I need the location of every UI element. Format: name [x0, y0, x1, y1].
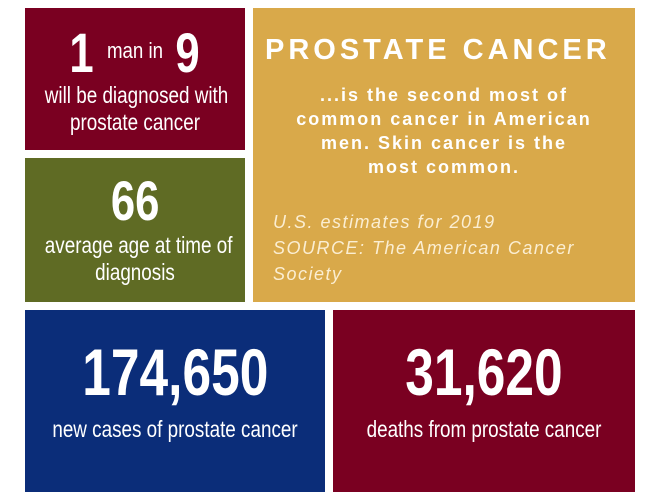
cases-tile: 174,650 new cases of prostate cancer	[25, 310, 325, 492]
note: U.S. estimates for 2019	[273, 212, 496, 232]
caption: deaths from prostate cancer	[366, 416, 602, 442]
intro-tile: PROSTATE CANCER ...is the second most of…	[253, 8, 635, 302]
cases-number: 174,650	[81, 335, 269, 409]
intro-line: men. Skin cancer is the	[320, 133, 568, 153]
note: SOURCE: The American Cancer Society	[273, 238, 575, 284]
caption: average age at time of	[44, 232, 233, 258]
ratio-number: 1	[69, 21, 95, 84]
intro-line: common cancer in American	[296, 109, 592, 129]
ratio-tile: 1 man in 9 will be diagnosed with prosta…	[25, 8, 245, 150]
caption: prostate cancer	[70, 109, 200, 135]
ratio-middle: man in	[106, 38, 164, 63]
deaths-tile: 31,620 deaths from prostate cancer	[333, 310, 635, 492]
intro-line: most common.	[367, 157, 520, 177]
age-tile: 66 average age at time of diagnosis	[25, 158, 245, 302]
age-number: 66	[110, 169, 160, 232]
intro-line: ...is the second most of	[319, 85, 569, 105]
caption: diagnosis	[95, 259, 175, 285]
intro-body: ...is the second most of common cancer in…	[253, 83, 635, 179]
ratio-number: 9	[175, 21, 201, 84]
deaths-number: 31,620	[405, 335, 563, 409]
intro-title: PROSTATE CANCER	[265, 34, 611, 66]
caption: new cases of prostate cancer	[52, 416, 298, 442]
caption: will be diagnosed with	[44, 82, 229, 108]
